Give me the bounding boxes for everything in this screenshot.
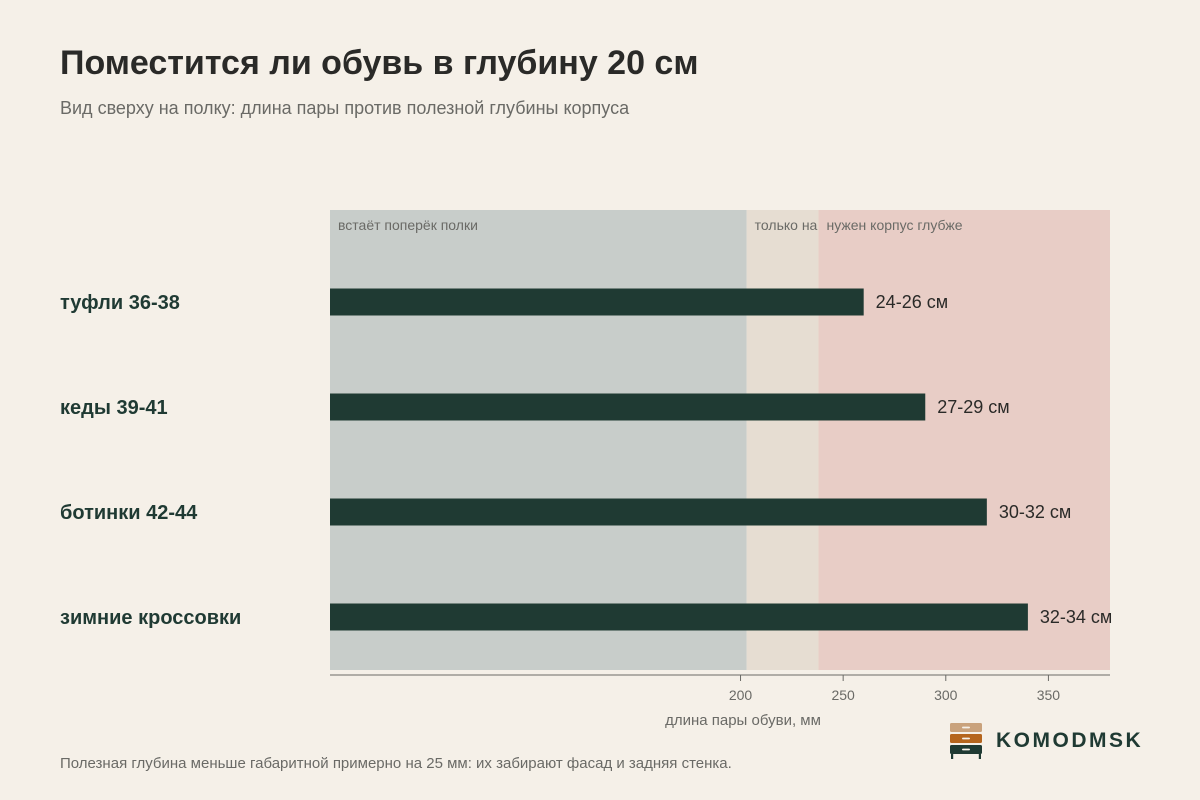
zone-2 xyxy=(746,210,819,670)
x-tick-label: 300 xyxy=(934,687,958,703)
bar xyxy=(330,393,926,421)
value-label: 30-32 см xyxy=(999,502,1071,522)
bar xyxy=(330,603,1028,631)
footnote: Полезная глубина меньше габаритной приме… xyxy=(60,755,732,772)
brand-logo: KOMODMSK xyxy=(948,722,1143,760)
bars-layer: туфли 36-38 24-26 см кеды 39-41 27-29 см бот… xyxy=(60,288,1112,631)
category-label: зимние кроссовки xyxy=(60,607,241,629)
category-label: кеды 39-41 xyxy=(60,397,168,419)
brand-name: KOMODMSK xyxy=(996,729,1144,752)
bar xyxy=(330,498,987,526)
zone-3 xyxy=(818,210,1110,670)
zone-label-2: только на xyxy=(755,217,818,233)
zone-label-3: нужен корпус глубже xyxy=(827,217,963,233)
value-label: 32-34 см xyxy=(1040,607,1112,627)
chart-subtitle: Вид сверху на полку: длина пары против п… xyxy=(60,98,630,118)
zones-layer: встаёт поперёк полки только на нужен корпу… xyxy=(330,210,1110,670)
x-axis-label: длина пары обуви, мм xyxy=(665,712,821,729)
value-label: 24-26 см xyxy=(876,292,948,312)
x-axis: 200 250 300 350 длина пары обуви, мм xyxy=(330,674,1110,729)
x-tick-label: 200 xyxy=(729,687,753,703)
category-label: туфли 36-38 xyxy=(60,292,180,314)
chest-of-drawers-icon xyxy=(950,723,982,759)
chart-title: Поместится ли обувь в глубину 20 см xyxy=(60,44,699,82)
zone-1 xyxy=(330,210,747,670)
zone-label-1: встаёт поперёк полки xyxy=(338,217,478,233)
value-label: 27-29 см xyxy=(937,397,1009,417)
bar xyxy=(330,288,864,316)
category-label: ботинки 42-44 xyxy=(60,502,198,524)
x-tick-label: 250 xyxy=(831,687,855,703)
x-tick-label: 350 xyxy=(1037,687,1061,703)
